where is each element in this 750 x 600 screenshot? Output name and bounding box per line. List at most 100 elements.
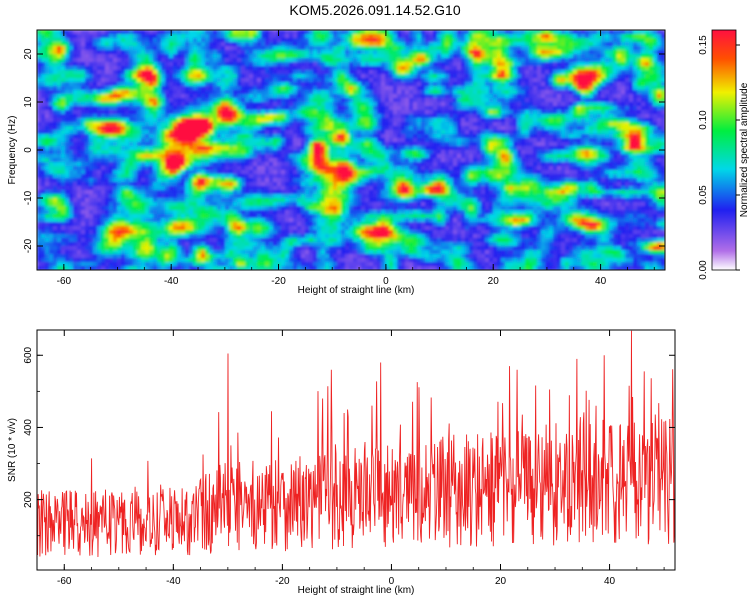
heatmap-cell [633, 110, 638, 115]
heatmap-cell [513, 102, 518, 107]
heatmap-cell [401, 106, 406, 111]
heatmap-cell [585, 130, 590, 135]
heatmap-cell [581, 70, 586, 75]
heatmap-cell [453, 78, 458, 83]
heatmap-cell [649, 98, 654, 103]
heatmap-cell [201, 122, 206, 127]
heatmap-cell [621, 82, 626, 87]
heatmap-cell [513, 42, 518, 47]
heatmap-cell [497, 86, 502, 91]
heatmap-cell [141, 130, 146, 135]
heatmap-cell [573, 90, 578, 95]
heatmap-cell [233, 58, 238, 63]
heatmap-cell [389, 34, 394, 39]
heatmap-cell [337, 90, 342, 95]
heatmap-cell [245, 146, 250, 151]
heatmap-cell [153, 46, 158, 51]
heatmap-cell [129, 114, 134, 119]
heatmap-cell [353, 114, 358, 119]
heatmap-cell [517, 42, 522, 47]
heatmap-cell [533, 114, 538, 119]
heatmap-cell [217, 90, 222, 95]
heatmap-cell [341, 122, 346, 127]
heatmap-cell [389, 134, 394, 139]
heatmap-cell [245, 138, 250, 143]
heatmap-cell [445, 110, 450, 115]
heatmap-cell [613, 58, 618, 63]
heatmap-cell [161, 130, 166, 135]
heatmap-cell [41, 98, 46, 103]
heatmap-cell [409, 62, 414, 67]
heatmap-cell [601, 34, 606, 39]
heatmap-cell [625, 82, 630, 87]
heatmap-cell [125, 114, 130, 119]
heatmap-cell [465, 74, 470, 79]
heatmap-cell [121, 50, 126, 55]
heatmap-cell [133, 142, 138, 147]
heatmap-cell [421, 62, 426, 67]
heatmap-cell [93, 118, 98, 123]
heatmap-cell [217, 134, 222, 139]
heatmap-cell [517, 58, 522, 63]
heatmap-cell [273, 106, 278, 111]
heatmap-cell [169, 58, 174, 63]
heatmap-cell [373, 66, 378, 71]
heatmap-cell [69, 98, 74, 103]
heatmap-cell [37, 74, 42, 79]
heatmap-cell [93, 106, 98, 111]
heatmap-cell [321, 142, 326, 147]
heatmap-cell [481, 102, 486, 107]
heatmap-cell [381, 66, 386, 71]
heatmap-cell [141, 74, 146, 79]
heatmap-cell [545, 118, 550, 123]
heatmap-cell [245, 82, 250, 87]
heatmap-cell [269, 154, 274, 159]
heatmap-cell [121, 54, 126, 59]
heatmap-cell [573, 34, 578, 39]
heatmap-cell [461, 54, 466, 59]
heatmap-cell [153, 98, 158, 103]
heatmap-cell [217, 114, 222, 119]
heatmap-cell [41, 78, 46, 83]
heatmap-cell [149, 150, 154, 155]
heatmap-cell [317, 42, 322, 47]
heatmap-cell [545, 38, 550, 43]
heatmap-cell [521, 86, 526, 91]
heatmap-cell [81, 86, 86, 91]
heatmap-cell [569, 50, 574, 55]
heatmap-cell [121, 106, 126, 111]
heatmap-cell [573, 106, 578, 111]
heatmap-cell [125, 62, 130, 67]
heatmap-cell [469, 90, 474, 95]
heatmap-cell [353, 126, 358, 131]
heatmap-cell [633, 70, 638, 75]
heatmap-cell [593, 86, 598, 91]
heatmap-cell [361, 38, 366, 43]
heatmap-cell [433, 58, 438, 63]
heatmap-cell [285, 38, 290, 43]
heatmap-cell [397, 86, 402, 91]
heatmap-cell [121, 82, 126, 87]
heatmap-cell [481, 134, 486, 139]
heatmap-cell [417, 34, 422, 39]
heatmap-cell [121, 150, 126, 155]
heatmap-cell [601, 114, 606, 119]
heatmap-cell [249, 42, 254, 47]
heatmap-cell [497, 50, 502, 55]
heatmap-cell [397, 30, 402, 35]
heatmap-cell [301, 50, 306, 55]
heatmap-cell [413, 66, 418, 71]
heatmap-cell [153, 94, 158, 99]
heatmap-cell [417, 134, 422, 139]
heatmap-cell [317, 106, 322, 111]
heatmap-cell [205, 46, 210, 51]
heatmap-cell [149, 50, 154, 55]
heatmap-cell [373, 70, 378, 75]
heatmap-cell [297, 42, 302, 47]
heatmap-cell [121, 98, 126, 103]
heatmap-cell [249, 66, 254, 71]
heatmap-cell [525, 74, 530, 79]
heatmap-cell [601, 46, 606, 51]
heatmap-cell [537, 138, 542, 143]
heatmap-cell [533, 98, 538, 103]
